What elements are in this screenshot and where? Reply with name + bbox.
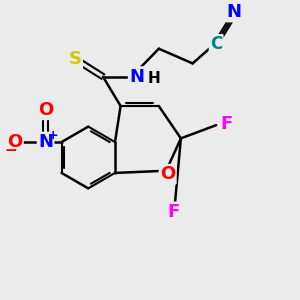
Text: F: F: [167, 203, 180, 221]
Text: N: N: [129, 68, 144, 85]
Text: N: N: [226, 3, 241, 21]
Text: F: F: [220, 115, 232, 133]
Text: N: N: [38, 133, 53, 151]
Text: S: S: [68, 50, 82, 68]
Text: O: O: [7, 133, 22, 151]
Text: C: C: [210, 35, 222, 53]
Text: O: O: [38, 101, 53, 119]
Text: +: +: [48, 129, 58, 142]
Text: O: O: [160, 165, 175, 183]
Text: H: H: [148, 70, 161, 86]
Text: −: −: [4, 143, 17, 158]
